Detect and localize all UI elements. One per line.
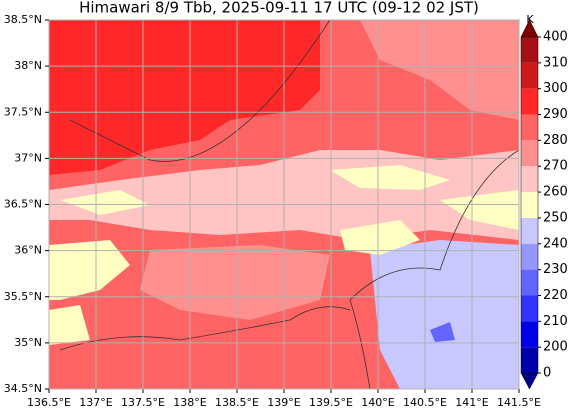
y-tick-label: 34.5°N	[4, 382, 42, 395]
x-tick-label: 141°E	[455, 396, 488, 409]
colorbar-segment	[521, 269, 538, 296]
y-tick-label: 37°N	[14, 151, 42, 164]
colorbar-segment	[521, 114, 538, 141]
colorbar-under	[520, 372, 539, 390]
y-tick-label: 36°N	[14, 244, 42, 257]
colorbar-label: 290	[543, 107, 568, 122]
colorbar-label: 250	[543, 210, 568, 225]
x-tick-label: 136.5°E	[27, 396, 71, 409]
colorbar-label: 230	[543, 262, 568, 277]
y-tick-label: 35.5°N	[4, 290, 42, 303]
colorbar-label: 300	[543, 81, 568, 96]
colorbar-segment	[521, 295, 538, 322]
x-tick-label: 137°E	[79, 396, 112, 409]
colorbar-frame	[520, 36, 539, 374]
x-tick-label: 141.5°E	[497, 396, 541, 409]
colorbar-label: 270	[543, 159, 568, 174]
x-tick-label: 137.5°E	[121, 396, 165, 409]
colorbar-label: 310	[543, 55, 568, 70]
colorbar-label: 200	[543, 340, 568, 355]
colorbar-segment	[521, 140, 538, 167]
y-tick-label: 36.5°N	[4, 198, 42, 211]
colorbar-label: 260	[543, 185, 568, 200]
colorbar-segment	[521, 321, 538, 348]
colorbar-label: 400	[543, 30, 568, 45]
colorbar-segment	[521, 217, 538, 244]
colorbar-segment	[521, 37, 538, 63]
colorbar-label: 210	[543, 314, 568, 329]
colorbar-label: 280	[543, 133, 568, 148]
y-tick-label: 38.5°N	[4, 13, 42, 26]
colorbar-label: 240	[543, 236, 568, 251]
x-tick-label: 138.5°E	[215, 396, 259, 409]
x-tick-label: 139.5°E	[309, 396, 353, 409]
colorbar-label: 220	[543, 288, 568, 303]
x-tick-label: 139°E	[267, 396, 300, 409]
x-tick-label: 140.5°E	[403, 396, 447, 409]
y-tick-label: 37.5°N	[4, 105, 42, 118]
colorbar-segment	[521, 88, 538, 115]
map-title: Himawari 8/9 Tbb, 2025-09-11 17 UTC (09-…	[79, 0, 479, 17]
y-tick-label: 38°N	[14, 59, 42, 72]
colorbar-label: 0	[543, 366, 551, 381]
colorbar-segment	[521, 192, 538, 218]
colorbar-unit: K	[526, 13, 534, 26]
colorbar-over	[520, 19, 539, 38]
colorbar-segment	[521, 243, 538, 270]
colorbar-segment	[521, 62, 538, 89]
x-tick-label: 140°E	[361, 396, 394, 409]
colorbar-segment	[521, 347, 538, 373]
colorbar-segment	[521, 166, 538, 193]
y-tick-label: 35°N	[14, 336, 42, 349]
x-tick-label: 138°E	[173, 396, 206, 409]
